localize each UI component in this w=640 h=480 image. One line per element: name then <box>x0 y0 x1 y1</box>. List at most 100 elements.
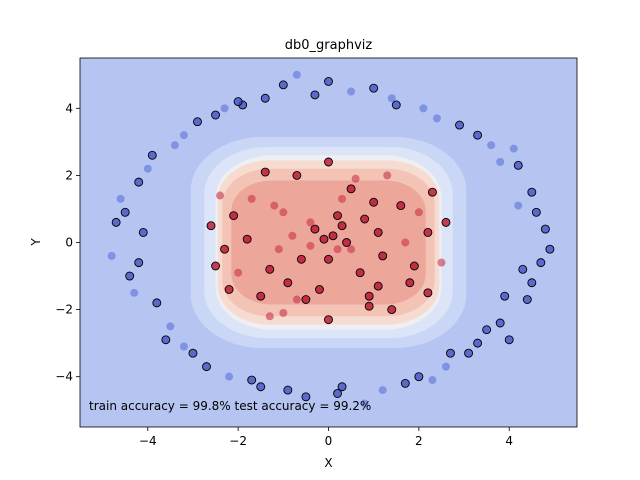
outer-ring-point <box>378 386 387 395</box>
outer-ring-point <box>464 348 474 358</box>
outer-ring-point <box>455 120 464 130</box>
inner-core-point <box>324 157 333 167</box>
outer-ring-point <box>143 164 152 173</box>
outer-ring-point <box>527 187 537 197</box>
outer-ring-point <box>134 258 144 268</box>
inner-core-point <box>338 194 347 203</box>
inner-core-point <box>229 211 239 221</box>
inner-core-point <box>351 174 360 183</box>
outer-ring-point <box>432 114 441 123</box>
inner-core-point <box>333 211 342 221</box>
outer-ring-point <box>138 227 148 237</box>
y-tick-label: −2 <box>55 303 73 317</box>
inner-core-point <box>369 197 379 207</box>
outer-ring-point <box>161 335 171 345</box>
x-axis-label: X <box>324 456 332 470</box>
x-tick-label: 2 <box>415 434 423 448</box>
inner-core-point <box>247 194 256 203</box>
x-tick-label: 4 <box>505 434 513 448</box>
outer-ring-point <box>152 298 162 308</box>
y-tick-label: 0 <box>65 236 73 250</box>
inner-core-point <box>279 208 288 217</box>
inner-core-point <box>423 288 433 298</box>
inner-core-point <box>211 261 220 271</box>
outer-ring-point <box>324 77 333 86</box>
outer-ring-point <box>540 224 550 234</box>
outer-ring-point <box>116 194 125 203</box>
outer-ring-point <box>545 244 555 254</box>
inner-core-point <box>206 221 216 231</box>
inner-core-point <box>373 227 383 237</box>
outer-ring-point <box>446 348 455 358</box>
outer-ring-point <box>500 291 510 301</box>
outer-ring-point <box>504 335 514 345</box>
outer-ring-point <box>188 348 198 358</box>
y-axis-label: Y <box>29 238 43 247</box>
outer-ring-point <box>391 100 401 110</box>
inner-core-point <box>315 285 324 294</box>
inner-core-point <box>283 278 293 288</box>
outer-ring-point <box>400 378 410 388</box>
inner-core-point <box>427 187 437 197</box>
inner-core-point <box>364 301 374 311</box>
outer-ring-point <box>170 141 179 150</box>
outer-ring-point <box>292 70 301 79</box>
inner-core-point <box>414 208 423 217</box>
accuracy-annotation: train accuracy = 99.8% test accuracy = 9… <box>89 399 371 413</box>
inner-core-point <box>328 231 338 241</box>
outer-ring-point <box>337 382 347 392</box>
outer-ring-point <box>147 150 157 160</box>
outer-ring-point <box>527 278 537 288</box>
outer-ring-point <box>473 338 483 348</box>
y-tick-label: 4 <box>65 101 73 115</box>
outer-ring-point <box>111 217 121 227</box>
inner-core-point <box>347 245 356 254</box>
outer-ring-point <box>193 117 202 127</box>
y-tick-label: 2 <box>65 168 73 182</box>
x-tick-label: 0 <box>325 434 333 448</box>
outer-ring-point <box>473 130 483 140</box>
outer-ring-point <box>360 399 369 408</box>
outer-ring-point <box>509 144 518 153</box>
inner-core-point <box>265 312 274 321</box>
inner-core-point <box>242 234 252 244</box>
outer-ring-point <box>125 271 135 281</box>
inner-core-point <box>405 278 415 288</box>
inner-core-point <box>337 221 347 231</box>
inner-core-point <box>360 214 370 224</box>
inner-core-point <box>333 245 342 254</box>
outer-ring-point <box>120 207 130 217</box>
outer-ring-point <box>333 389 342 398</box>
outer-ring-point <box>518 264 528 274</box>
outer-ring-point <box>107 251 116 260</box>
inner-core-point <box>220 244 230 254</box>
inner-core-point <box>292 295 301 304</box>
inner-core-point <box>265 264 275 274</box>
inner-core-point <box>423 227 433 237</box>
outer-ring-point <box>256 382 266 392</box>
inner-core-point <box>279 308 288 317</box>
outer-ring-point <box>441 362 450 371</box>
outer-ring-point <box>225 372 234 381</box>
outer-ring-point <box>514 201 523 210</box>
inner-core-point <box>401 238 410 247</box>
inner-core-point <box>306 218 315 227</box>
outer-ring-point <box>220 104 229 113</box>
outer-ring-point <box>247 375 257 385</box>
inner-core-point <box>292 170 302 180</box>
outer-ring-point <box>536 258 546 268</box>
data-points <box>107 70 555 408</box>
inner-core-point <box>437 258 446 267</box>
inner-core-point <box>324 315 333 325</box>
outer-ring-point <box>301 392 311 402</box>
x-tick-label: −2 <box>229 434 247 448</box>
outer-ring-point <box>414 372 424 382</box>
plot-area <box>80 58 577 427</box>
inner-core-point <box>296 254 306 264</box>
inner-core-point <box>224 285 234 294</box>
outer-ring-point <box>496 157 505 166</box>
decision-region-level-6 <box>231 180 426 305</box>
inner-core-point <box>373 281 383 291</box>
outer-ring-point <box>202 362 211 372</box>
inner-core-point <box>346 184 356 194</box>
